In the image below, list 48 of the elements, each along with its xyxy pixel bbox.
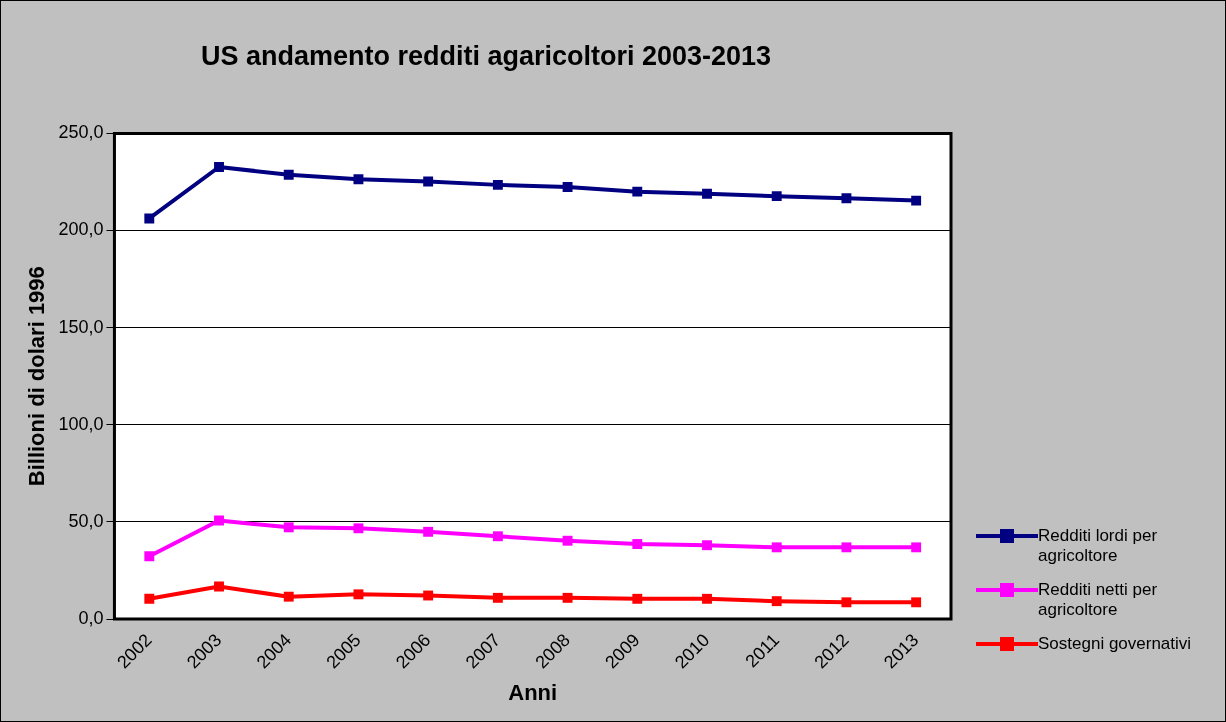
point bbox=[144, 551, 155, 562]
point bbox=[562, 535, 573, 546]
point bbox=[702, 593, 712, 604]
point bbox=[283, 591, 294, 602]
point bbox=[702, 540, 712, 551]
y-tick-label: 50,0 bbox=[68, 510, 104, 531]
x-axis-title: Anni bbox=[508, 679, 558, 705]
y-tick-label: 150,0 bbox=[58, 316, 104, 337]
point bbox=[492, 179, 503, 190]
legend-label: Redditi netti per agricoltore bbox=[1038, 580, 1159, 620]
point bbox=[423, 176, 434, 187]
point bbox=[492, 531, 503, 542]
point bbox=[144, 593, 155, 604]
point bbox=[562, 182, 573, 192]
point bbox=[214, 581, 224, 592]
point bbox=[771, 191, 782, 202]
y-tick-label: 250,0 bbox=[58, 122, 104, 143]
point bbox=[492, 592, 503, 603]
point bbox=[283, 522, 294, 533]
point bbox=[841, 542, 852, 553]
point bbox=[353, 523, 364, 534]
point bbox=[632, 593, 643, 604]
point bbox=[771, 596, 782, 607]
chart-title: US andamento redditi agaricoltori 2003-2013 bbox=[200, 40, 772, 71]
point bbox=[214, 515, 224, 526]
y-axis-title: Billioni di dolari 1996 bbox=[24, 266, 50, 487]
point bbox=[632, 539, 643, 549]
point bbox=[423, 590, 434, 601]
legend-label: Sostegni governativi bbox=[1038, 634, 1192, 654]
point bbox=[911, 542, 922, 553]
point bbox=[562, 592, 573, 603]
point bbox=[144, 213, 155, 224]
y-tick-label: 0,0 bbox=[78, 607, 104, 628]
point bbox=[632, 186, 643, 197]
point bbox=[423, 526, 434, 537]
point bbox=[911, 195, 922, 206]
point bbox=[841, 193, 852, 204]
point bbox=[353, 174, 364, 185]
point bbox=[702, 188, 712, 199]
point bbox=[911, 597, 922, 608]
point bbox=[771, 542, 782, 553]
y-tick-label: 200,0 bbox=[58, 219, 104, 240]
point bbox=[841, 597, 852, 608]
legend-label: Redditi lordi per agricoltore bbox=[1038, 526, 1159, 566]
point bbox=[214, 162, 224, 172]
y-tick-label: 100,0 bbox=[58, 413, 104, 434]
point bbox=[283, 169, 294, 180]
point bbox=[353, 589, 364, 600]
